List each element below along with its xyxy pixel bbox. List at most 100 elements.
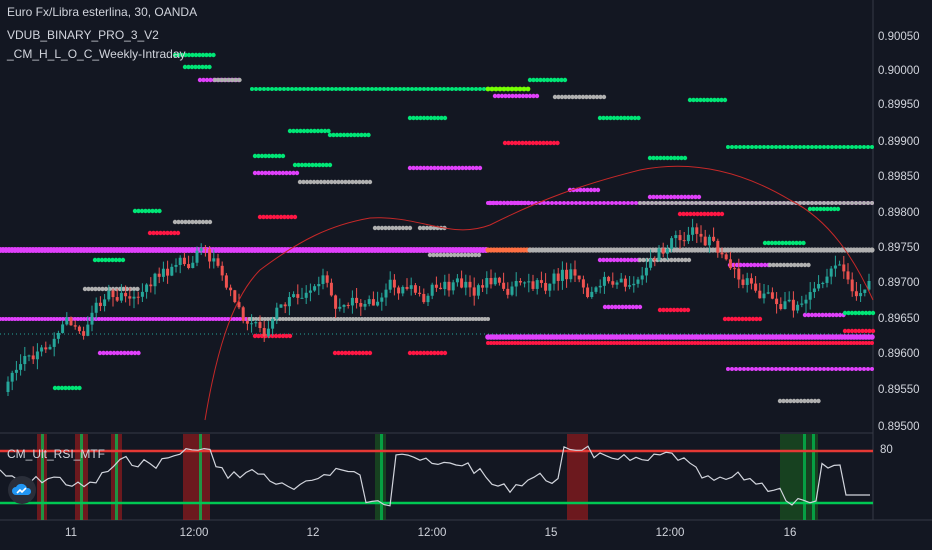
green-level-dot	[854, 145, 858, 149]
level-segment-dot	[96, 286, 102, 292]
level-segment-dot	[816, 398, 821, 404]
level-segment-dot	[792, 262, 797, 268]
level-segment-dot	[270, 333, 275, 339]
level-segment-dot	[418, 115, 423, 121]
level-segment-dot	[362, 132, 368, 138]
tradingview-cloud-icon[interactable]	[8, 476, 36, 504]
level-segment-dot	[287, 128, 293, 134]
candle-body	[409, 285, 413, 289]
indicator-legend-vdub[interactable]: VDUB_BINARY_PRO_3_V2	[7, 28, 159, 42]
green-level-dot	[298, 87, 302, 91]
magenta-level-dot	[758, 367, 762, 371]
magenta-level-dot	[834, 367, 838, 371]
magenta-level-dot	[172, 317, 176, 321]
level-segment-dot	[601, 94, 607, 100]
gray-level-dot	[480, 317, 484, 321]
level-segment-dot	[336, 350, 341, 356]
rsi-indicator-name[interactable]: CM_Ult_RSI_MTF	[7, 447, 106, 461]
candle-body	[275, 307, 279, 319]
level-segment-dot	[186, 219, 192, 225]
magenta-level-dot	[34, 317, 38, 321]
candle-body	[825, 276, 829, 283]
gray-level-dot	[311, 317, 315, 321]
gray-level-dot	[486, 317, 490, 321]
gray-level-dot	[366, 317, 370, 321]
gray-level-dot	[351, 317, 355, 321]
red-level-dot	[654, 341, 658, 345]
rsi-line	[0, 445, 870, 507]
magenta-level-dot	[142, 317, 146, 321]
level-segment-dot	[364, 350, 369, 356]
candle-body	[817, 284, 821, 289]
candle-body	[812, 288, 816, 293]
candle-body	[220, 265, 224, 276]
gray-level-dot	[429, 317, 433, 321]
price-tick-label: 0.89500	[878, 421, 920, 433]
gray-level-dot	[360, 317, 364, 321]
level-segment-dot	[421, 225, 426, 231]
level-segment-dot	[92, 257, 98, 263]
red-level-dot	[831, 341, 835, 345]
gray-level-dot	[287, 317, 291, 321]
level-segment-dot	[270, 170, 275, 176]
level-segment-dot	[661, 194, 667, 200]
gray-level-dot	[666, 201, 670, 205]
red-level-dot	[519, 341, 523, 345]
red-level-dot	[660, 341, 664, 345]
green-level-dot	[334, 87, 338, 91]
level-segment-dot	[291, 128, 296, 134]
level-segment-dot	[496, 93, 501, 99]
red-level-dot	[735, 341, 739, 345]
level-segment-dot	[544, 140, 550, 146]
gray-level-dot	[670, 201, 674, 205]
level-segment-dot	[252, 170, 258, 176]
magenta-level-dot	[550, 201, 554, 205]
green-level-dot	[422, 87, 426, 91]
red-level-dot	[507, 341, 511, 345]
gray-level-dot	[642, 201, 646, 205]
level-segment-dot	[785, 262, 790, 268]
level-segment-dot	[588, 187, 594, 193]
gray-level-dot	[650, 201, 654, 205]
rsi-overbought-zone	[183, 434, 210, 520]
magenta-level-dot	[810, 367, 814, 371]
level-segment-dot	[684, 211, 690, 217]
candle-body	[733, 268, 737, 270]
candle-body	[703, 236, 707, 246]
level-segment-dot	[853, 328, 858, 334]
candle-body	[413, 285, 417, 293]
green-level-dot	[354, 87, 358, 91]
magenta-level-dot	[169, 317, 173, 321]
level-segment-dot	[675, 307, 680, 313]
level-segment-dot	[332, 350, 338, 356]
symbol-legend[interactable]: Euro Fx/Libra esterlina, 30, OANDA	[7, 5, 198, 19]
level-segment-dot	[158, 230, 163, 236]
green-level-dot	[826, 145, 830, 149]
level-segment-dot	[604, 257, 610, 263]
level-segment-dot	[736, 316, 742, 322]
level-segment-dot	[860, 310, 865, 316]
green-level-dot	[814, 145, 818, 149]
level-segment-dot	[462, 252, 468, 258]
level-segment-dot	[179, 52, 185, 58]
indicator-legend-hloc[interactable]: _CM_H_L_O_C_Weekly-Intraday	[7, 47, 186, 61]
level-segment-dot	[551, 140, 557, 146]
level-segment-dot	[608, 257, 613, 263]
magenta-level-dot	[854, 367, 858, 371]
level-segment-dot	[705, 97, 710, 103]
magenta-level-dot	[7, 317, 11, 321]
level-segment-dot	[327, 132, 333, 138]
level-segment-dot	[329, 179, 334, 185]
level-segment-dot	[695, 211, 700, 217]
level-segment-dot	[299, 162, 305, 168]
green-level-dot	[430, 87, 434, 91]
candle-body	[140, 291, 144, 297]
level-segment-dot	[627, 304, 632, 310]
green-level-dot	[322, 87, 326, 91]
level-segment-dot	[701, 97, 707, 103]
rsi-overbought-zone	[567, 434, 588, 520]
gray-level-dot	[818, 201, 822, 205]
gray-level-dot	[826, 201, 830, 205]
rsi-signal-bar	[41, 434, 44, 520]
